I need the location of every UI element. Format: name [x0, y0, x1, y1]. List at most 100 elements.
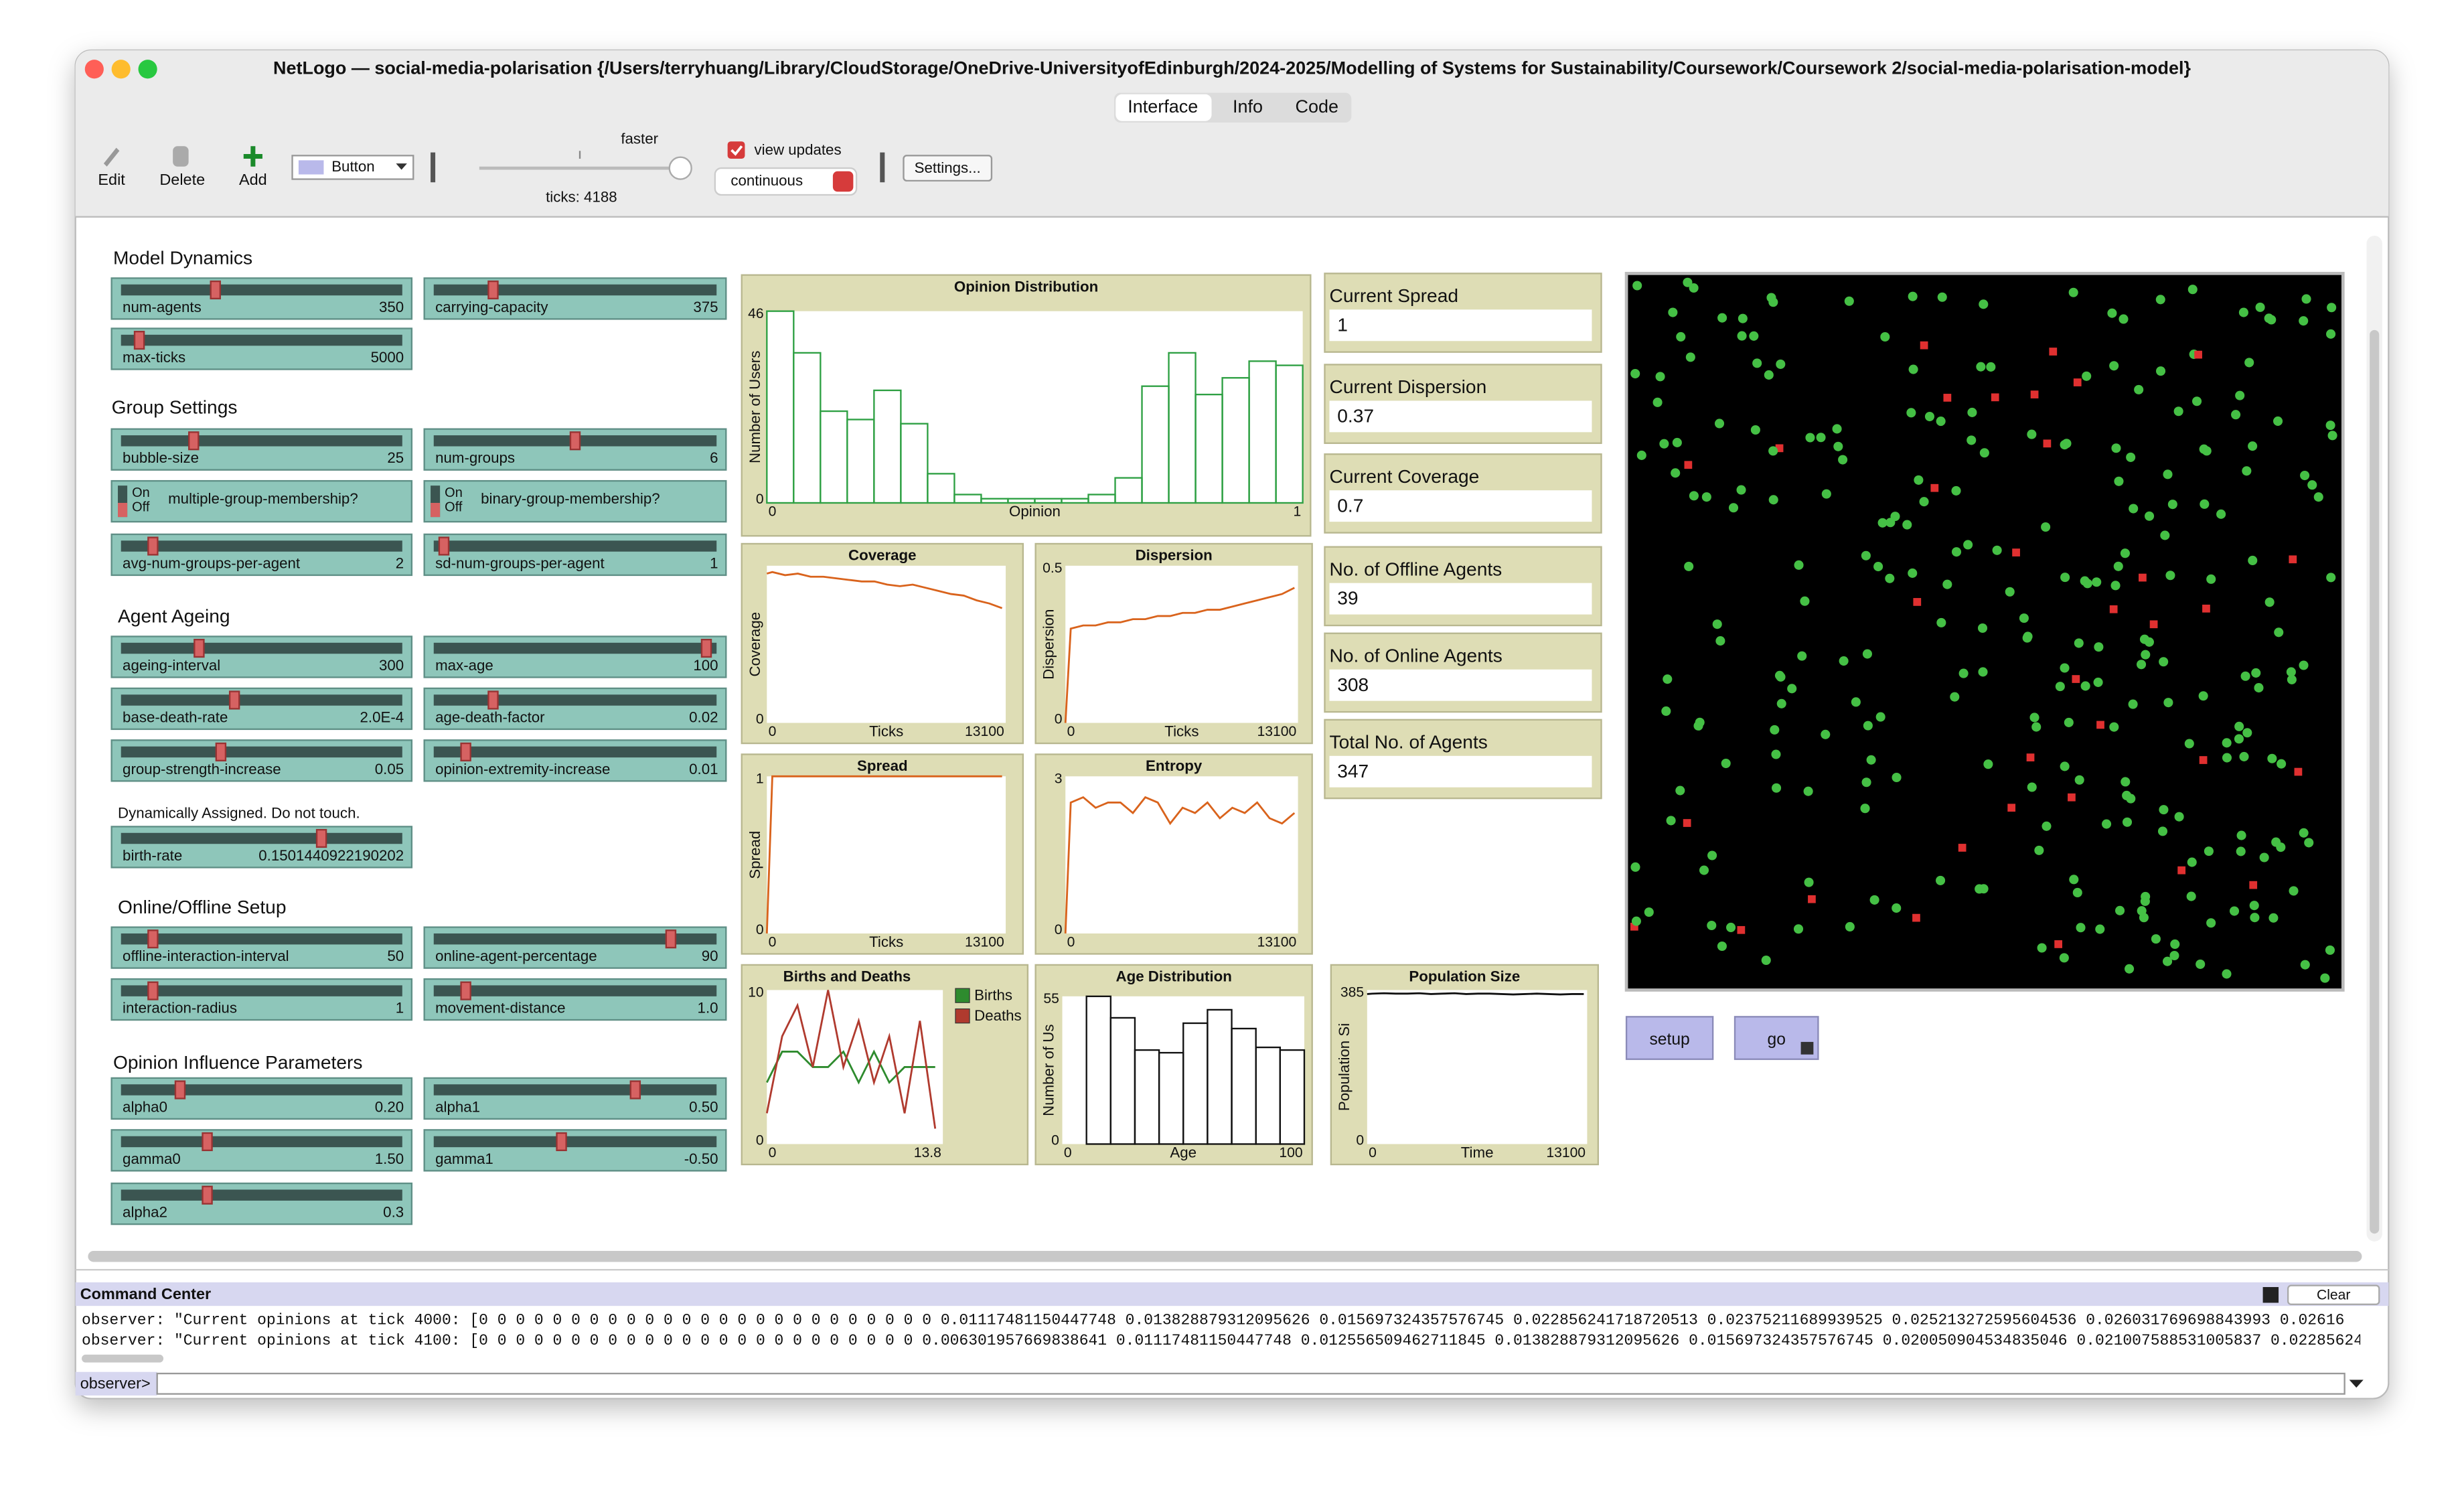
x-axis-label: Age	[1170, 1144, 1197, 1160]
online-agent	[1768, 446, 1778, 456]
h-scroll-thumb[interactable]	[88, 1251, 2362, 1262]
online-agent	[1699, 865, 1709, 875]
online-agent	[1958, 668, 1969, 678]
plot-title: Opinion Distribution	[954, 278, 1098, 295]
slider-handle[interactable]	[438, 536, 450, 556]
slider-value: 1.0	[698, 1000, 718, 1017]
command-input[interactable]	[156, 1372, 2345, 1395]
slider-handle[interactable]	[215, 742, 227, 762]
slider-handle[interactable]	[315, 828, 327, 848]
view-updates-checkbox[interactable]	[727, 141, 745, 159]
slider-handle[interactable]	[133, 330, 145, 350]
settings-button[interactable]	[903, 155, 993, 182]
online-agent	[1805, 433, 1815, 443]
slider-name: alpha0	[123, 1098, 167, 1115]
online-agent	[2286, 667, 2296, 677]
update-mode[interactable]	[714, 167, 858, 196]
slider-handle[interactable]	[188, 431, 200, 451]
online-agent	[2122, 790, 2132, 801]
monitor-box	[1329, 755, 1592, 788]
online-agent	[1717, 313, 1727, 323]
slider-handle[interactable]	[147, 929, 159, 949]
online-agent	[1924, 411, 1934, 422]
slider-handle[interactable]	[174, 1080, 186, 1100]
legend-swatch	[955, 988, 970, 1003]
slider-handle[interactable]	[487, 690, 499, 710]
delete-button[interactable]: Delete	[159, 171, 205, 188]
slider-handle[interactable]	[202, 1132, 213, 1152]
expand-icon[interactable]	[2262, 1287, 2279, 1303]
slider-name: max-ticks	[123, 349, 185, 366]
slider-handle[interactable]	[629, 1080, 641, 1100]
slider-handle[interactable]	[210, 280, 221, 300]
zoom-button[interactable]	[138, 60, 157, 79]
offline-agent	[2030, 390, 2039, 398]
offline-agent	[2068, 793, 2076, 802]
slider-handle[interactable]	[147, 981, 159, 1000]
online-agent	[1963, 540, 1973, 550]
online-agent	[2248, 441, 2258, 451]
tab[interactable]: Info	[1233, 96, 1263, 117]
online-agent	[1803, 786, 1813, 796]
slider-handle[interactable]	[569, 431, 581, 451]
slider-handle[interactable]	[665, 929, 677, 949]
online-agent	[1666, 816, 1676, 826]
online-agent	[2041, 522, 2051, 532]
slider-handle[interactable]	[460, 742, 471, 762]
command-center-bar	[75, 1282, 2389, 1306]
y-axis-label: Spread	[747, 831, 763, 879]
switch[interactable]	[110, 479, 413, 523]
online-agent	[2264, 597, 2275, 607]
histogram-bar	[900, 423, 929, 504]
slider-handle[interactable]	[460, 981, 471, 1000]
slider-handle[interactable]	[556, 1132, 567, 1152]
clear-button[interactable]	[2287, 1284, 2380, 1305]
slider-handle[interactable]	[487, 280, 499, 300]
online-agent	[1892, 903, 1902, 913]
slider-track	[433, 694, 717, 706]
v-scroll-thumb[interactable]	[2370, 329, 2380, 1234]
histogram-bar	[1279, 1049, 1306, 1145]
online-agent	[1832, 424, 1842, 434]
slider-name: birth-rate	[123, 847, 182, 864]
slider-value: 300	[379, 657, 404, 674]
slider-handle[interactable]	[194, 638, 205, 658]
online-agent	[1816, 433, 1826, 443]
minimize-button[interactable]	[111, 60, 131, 79]
plot-title: Spread	[857, 757, 908, 774]
slider-handle[interactable]	[228, 690, 240, 710]
close-button[interactable]	[84, 60, 104, 79]
offline-agent	[1912, 913, 1920, 922]
online-agent	[2005, 587, 2015, 597]
input-dropdown[interactable]	[2349, 1379, 2364, 1388]
online-agent	[1914, 475, 1924, 485]
online-agent	[1672, 437, 1682, 447]
edit-button[interactable]: Edit	[98, 171, 125, 188]
slider-name: group-strength-increase	[123, 761, 281, 777]
monitor-label: No. of Offline Agents	[1330, 558, 1503, 579]
online-agent	[2234, 721, 2244, 731]
widget-label: Button	[331, 158, 374, 175]
slider-track	[433, 933, 717, 945]
plot-area	[767, 311, 1303, 503]
slider-handle[interactable]	[700, 638, 712, 658]
slider-track	[121, 1136, 402, 1148]
x-tick-label: 13100	[965, 724, 1004, 739]
output-scrollbar[interactable]	[82, 1354, 164, 1363]
plot-title: Dispersion	[1136, 547, 1213, 564]
online-agent	[2114, 476, 2124, 486]
speed-slider[interactable]	[668, 156, 692, 180]
slider-handle[interactable]	[147, 536, 159, 556]
tab[interactable]: Code	[1295, 96, 1338, 117]
online-agent	[2139, 913, 2149, 923]
online-agent	[2074, 775, 2084, 785]
tab[interactable]: Interface	[1128, 96, 1198, 117]
add-button[interactable]: Add	[239, 171, 267, 188]
switch[interactable]	[423, 479, 727, 523]
slider-name: gamma1	[435, 1150, 493, 1167]
slider-handle[interactable]	[202, 1185, 213, 1205]
offline-agent	[1630, 922, 1638, 931]
online-agent	[2134, 384, 2144, 394]
button[interactable]	[1625, 1016, 1714, 1060]
offline-agent	[2199, 756, 2208, 764]
